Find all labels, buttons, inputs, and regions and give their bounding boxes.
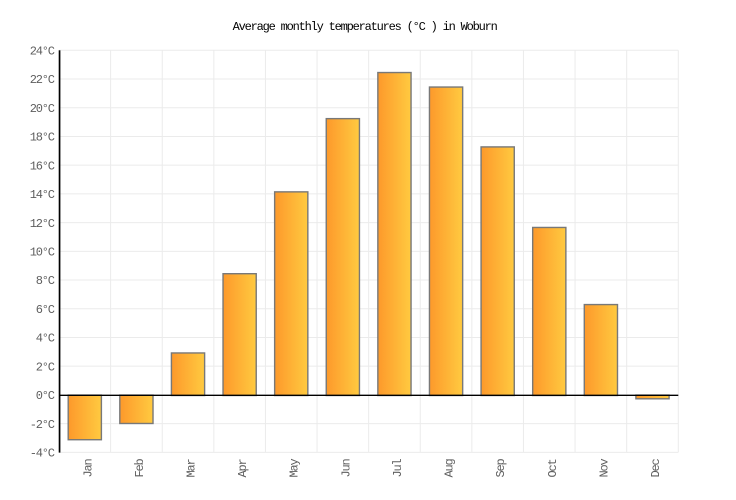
svg-text:14°C: 14°C: [30, 188, 55, 202]
svg-text:18°C: 18°C: [30, 131, 55, 145]
svg-text:May: May: [288, 459, 302, 478]
svg-text:8°C: 8°C: [36, 274, 55, 288]
svg-text:10°C: 10°C: [30, 246, 55, 260]
svg-text:Apr: Apr: [236, 459, 250, 478]
svg-text:0°C: 0°C: [36, 389, 55, 403]
svg-text:Mar: Mar: [185, 459, 199, 478]
svg-text:Oct: Oct: [546, 459, 560, 477]
svg-text:Jan: Jan: [81, 459, 95, 478]
svg-text:Sep: Sep: [494, 459, 508, 478]
svg-text:20°C: 20°C: [30, 102, 55, 116]
svg-text:Dec: Dec: [649, 459, 663, 478]
svg-text:Aug: Aug: [443, 459, 457, 478]
svg-text:16°C: 16°C: [30, 159, 55, 173]
svg-text:2°C: 2°C: [36, 360, 55, 374]
svg-text:Jul: Jul: [391, 459, 405, 478]
svg-text:-4°C: -4°C: [30, 447, 55, 461]
svg-text:-2°C: -2°C: [30, 418, 55, 432]
svg-text:24°C: 24°C: [30, 45, 55, 59]
svg-text:4°C: 4°C: [36, 332, 55, 346]
svg-text:6°C: 6°C: [36, 303, 55, 317]
svg-text:Feb: Feb: [133, 459, 147, 478]
svg-text:22°C: 22°C: [30, 73, 55, 87]
svg-text:Nov: Nov: [597, 459, 611, 478]
svg-text:Jun: Jun: [339, 459, 353, 478]
svg-text:Average monthly temperatures (: Average monthly temperatures (°C ) in Wo…: [233, 20, 498, 34]
svg-text:12°C: 12°C: [30, 217, 55, 231]
